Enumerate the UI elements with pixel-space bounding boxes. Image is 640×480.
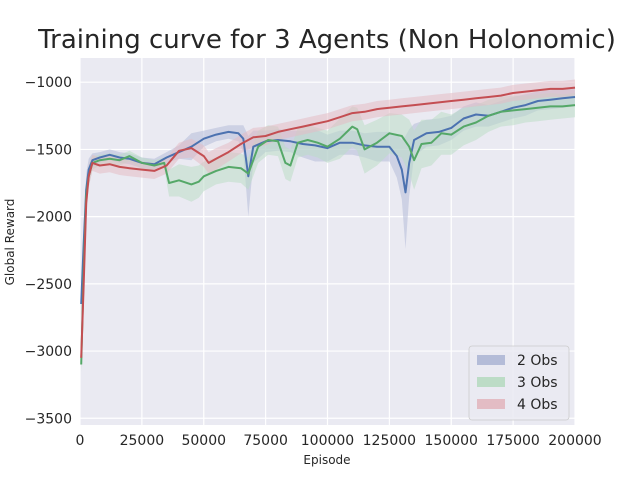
y-tick-label: −1500 [25, 142, 72, 158]
x-tick-label: 25000 [120, 433, 165, 449]
legend-label-3-obs: 3 Obs [517, 375, 558, 391]
line-4-obs [80, 86, 576, 358]
line-3-obs [80, 104, 576, 365]
x-tick-label: 75000 [243, 433, 288, 449]
legend-swatch-2-obs [477, 355, 505, 365]
x-axis-label: Episode [303, 453, 350, 467]
x-tick-label: 150000 [425, 433, 478, 449]
x-tick-label: 175000 [486, 433, 539, 449]
legend-swatch-3-obs [477, 377, 505, 387]
x-tick-labels: 0 25000 50000 75000 100000 125000 150000 175000… [76, 433, 602, 449]
x-tick-label: 200000 [548, 433, 601, 449]
y-tick-label: −2500 [25, 277, 72, 293]
y-tick-label: −2000 [25, 210, 72, 226]
x-tick-label: 50000 [181, 433, 226, 449]
y-tick-labels: −3500 −3000 −2500 −2000 −1500 −1000 [25, 75, 72, 427]
y-axis-label: Global Reward [3, 199, 17, 286]
x-tick-label: 0 [76, 433, 85, 449]
line-2-obs [80, 96, 576, 305]
band-2-obs [81, 87, 575, 310]
confidence-bands [81, 79, 575, 373]
legend-label-2-obs: 2 Obs [517, 353, 558, 369]
band-4-obs [81, 79, 575, 369]
legend-label-4-obs: 4 Obs [517, 397, 558, 413]
x-tick-label: 125000 [363, 433, 416, 449]
y-tick-label: −1000 [25, 75, 72, 91]
legend: 2 Obs 3 Obs 4 Obs [468, 345, 570, 421]
x-tick-label: 100000 [301, 433, 354, 449]
series-lines [80, 86, 576, 365]
y-tick-label: −3500 [25, 411, 72, 427]
chart-title: Training curve for 3 Agents (Non Holonom… [37, 25, 616, 55]
y-tick-label: −3000 [25, 344, 72, 360]
legend-swatch-4-obs [477, 399, 505, 409]
